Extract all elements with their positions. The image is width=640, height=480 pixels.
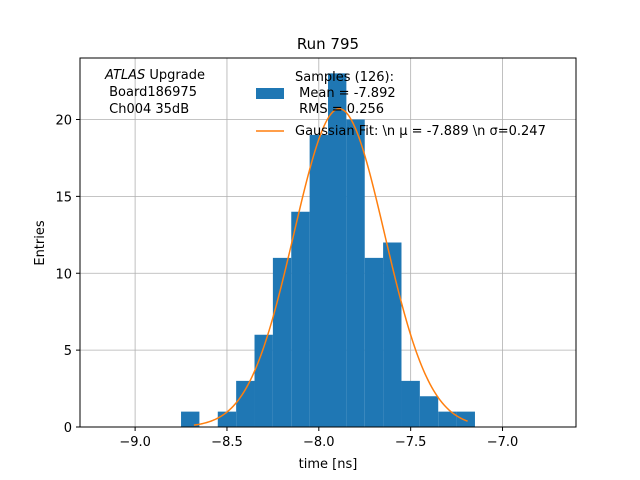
x-tick-label-4: −7.0 (487, 435, 519, 450)
y-tick-label-1: 5 (64, 344, 72, 359)
histogram-bar-8 (328, 73, 347, 427)
atlas-annotation: ATLAS Upgrade Board186975 Ch004 35dB (104, 68, 205, 117)
y-tick-label-4: 20 (55, 114, 72, 129)
histogram-bar-13 (419, 396, 439, 427)
histogram-bar-4 (254, 334, 273, 427)
x-tick-label-2: −8.0 (303, 435, 335, 450)
annotation-line-2: Board186975 (105, 85, 197, 100)
histogram-bar-14 (438, 411, 457, 427)
plot-frame (79, 57, 577, 428)
svg-text:ATLAS Upgrade: ATLAS Upgrade (104, 68, 205, 83)
legend-hist-label-line-2: Mean = -7.892 (295, 86, 396, 101)
chart-title: Run 795 (297, 35, 359, 53)
y-tick-label-3: 15 (55, 190, 72, 205)
y-tick-label-2: 10 (55, 267, 72, 282)
histogram-bar-3 (236, 380, 255, 427)
y-axis-label: Entries (33, 220, 48, 266)
x-tick-label-3: −7.5 (395, 435, 427, 450)
histogram-bar-9 (346, 119, 365, 427)
histogram-bars (181, 73, 475, 427)
annotation-line-1-rest: Upgrade (145, 68, 205, 83)
histogram-bar-11 (383, 242, 402, 427)
legend-hist-swatch (256, 88, 284, 99)
x-axis-ticks: −9.0 −8.5 −8.0 −7.5 −7.0 (119, 427, 518, 450)
annotation-line-3: Ch004 35dB (105, 102, 189, 117)
legend-hist-label-line-3: RMS = 0.256 (295, 102, 384, 117)
histogram-bar-15 (456, 411, 475, 427)
x-tick-label-1: −8.5 (211, 435, 243, 450)
gaussian-fit-curve (193, 107, 468, 426)
annotation-line-1-italic: ATLAS (104, 68, 145, 83)
histogram-bar-10 (364, 257, 384, 427)
x-tick-label-0: −9.0 (119, 435, 151, 450)
histogram-bar-7 (309, 134, 328, 427)
x-axis-label: time [ns] (299, 457, 358, 472)
histogram-bar-12 (401, 380, 420, 427)
y-tick-label-0: 0 (64, 421, 72, 436)
histogram-bar-6 (291, 211, 310, 427)
y-axis-ticks: 0 5 10 15 20 (55, 114, 80, 436)
histogram-bar-0 (181, 411, 200, 427)
legend: Samples (126): Mean = -7.892 RMS = 0.256… (256, 70, 546, 139)
legend-fit-label: Gaussian Fit: \n μ = -7.889 \n σ=0.247 (295, 124, 546, 139)
legend-hist-label-line-1: Samples (126): (295, 70, 394, 85)
histogram-bar-2 (217, 411, 237, 427)
